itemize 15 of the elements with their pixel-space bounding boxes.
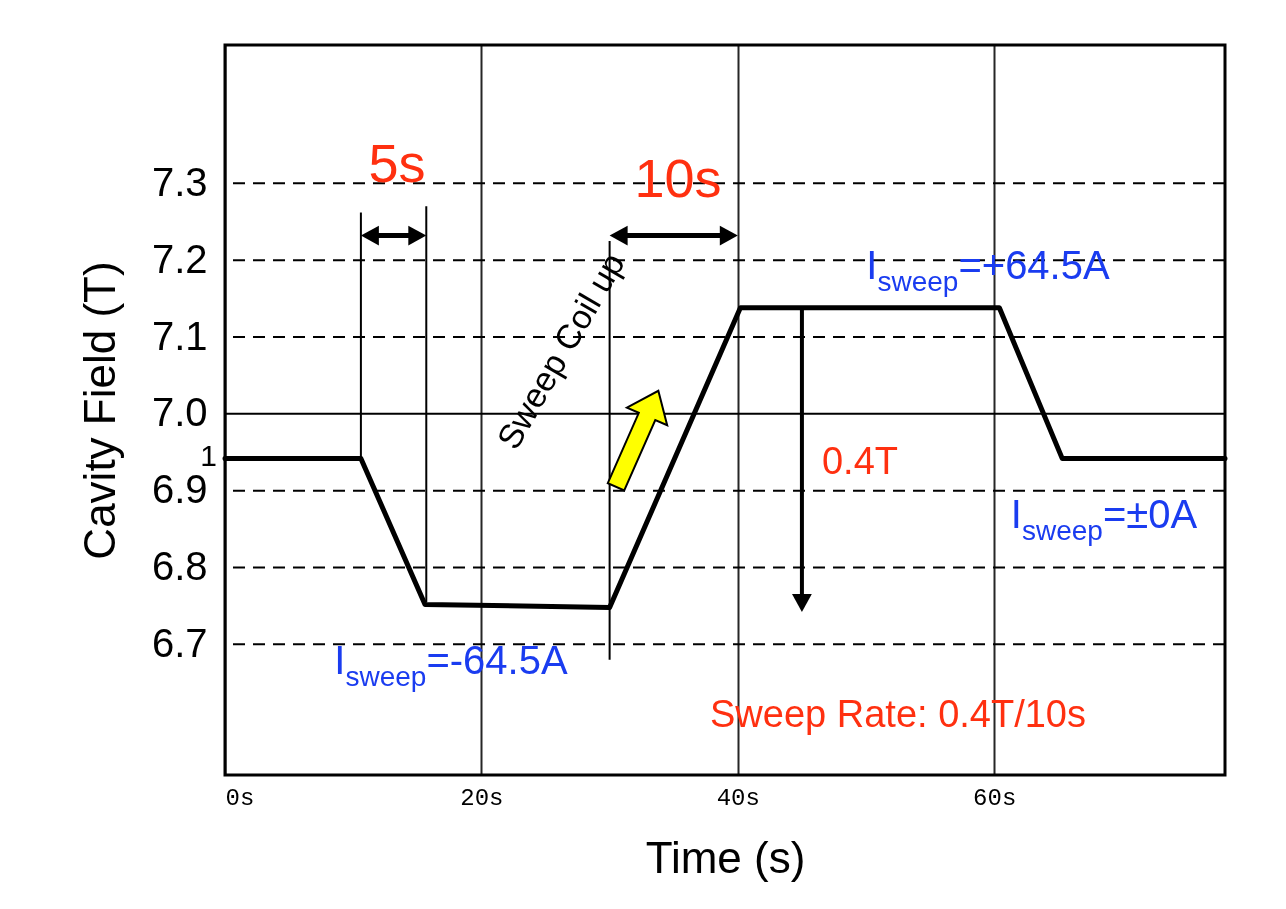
y-axis-title: Cavity Field (T) — [74, 261, 124, 560]
y-tick-label: 7.0 — [151, 390, 208, 435]
x-axis-title: Time (s) — [645, 832, 806, 882]
x-tick-label: 60s — [973, 784, 1017, 812]
annotation: 5s — [368, 132, 426, 193]
x-tick-label: 0s — [225, 784, 255, 812]
y-tick-label: 7.2 — [151, 236, 208, 281]
x-tick-label: 40s — [716, 784, 760, 812]
y-tick-label: 7.3 — [151, 159, 208, 204]
y-tick-label: 6.7 — [151, 620, 208, 665]
annotation: 0.4T — [821, 440, 899, 483]
y-tick-label: 6.8 — [151, 544, 208, 589]
x-tick-label: 20s — [460, 784, 504, 812]
y-tick-label: 7.1 — [151, 313, 208, 358]
annotation: I$_{sweep}$=±0A — [1010, 491, 1198, 547]
